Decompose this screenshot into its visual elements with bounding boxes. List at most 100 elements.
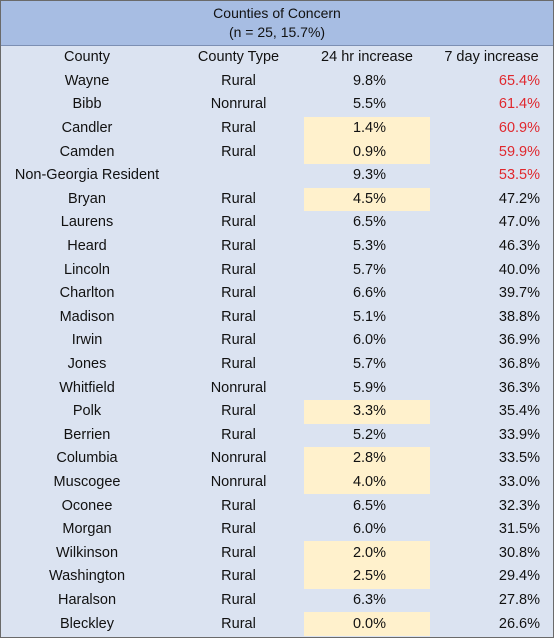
week-increase-cell: 36.3% xyxy=(498,379,540,396)
county-type-cell: Rural xyxy=(221,120,256,137)
county-type-cell: Nonrural xyxy=(210,96,267,113)
county-cell: Berrien xyxy=(63,426,111,443)
county-type-cell: Rural xyxy=(221,591,256,608)
day-increase-cell: 6.5% xyxy=(352,214,386,231)
title-band: Counties of Concern (n = 25, 15.7%) xyxy=(1,1,553,46)
county-cell: Haralson xyxy=(57,591,117,608)
county-cell: Bleckley xyxy=(60,615,114,632)
county-type-cell: Rural xyxy=(221,615,256,632)
table-row: Lincoln Rural 5.7% 40.0% xyxy=(1,258,553,282)
table-row: Polk Rural 3.3% 35.4% xyxy=(1,399,553,424)
table-row: Madison Rural 5.1% 38.8% xyxy=(1,306,553,330)
day-increase-cell: 6.0% xyxy=(352,521,386,538)
header-county: County xyxy=(64,49,110,66)
header-county-type: County Type xyxy=(197,49,280,66)
table-row: Washington Rural 2.5% 29.4% xyxy=(1,565,553,589)
week-increase-cell: 59.9% xyxy=(498,143,540,160)
county-cell: Morgan xyxy=(62,521,112,538)
table-row: Bibb Nonrural 5.5% 61.4% xyxy=(1,93,553,117)
day-increase-cell: 6.6% xyxy=(352,285,386,302)
table-row: Laurens Rural 6.5% 47.0% xyxy=(1,211,553,235)
week-increase-cell: 35.4% xyxy=(498,403,540,420)
day-increase-cell: 5.5% xyxy=(352,96,386,113)
day-increase-cell: 5.1% xyxy=(352,308,386,325)
county-type-cell: Nonrural xyxy=(210,450,267,467)
table-row: Oconee Rural 6.5% 32.3% xyxy=(1,494,553,518)
table-row: Camden Rural 0.9% 59.9% xyxy=(1,140,553,164)
week-increase-cell: 33.0% xyxy=(498,473,540,490)
county-cell: Polk xyxy=(72,403,102,420)
table-row: Muscogee Nonrural 4.0% 33.0% xyxy=(1,470,553,495)
county-cell: Columbia xyxy=(56,450,118,467)
county-type-cell: Rural xyxy=(221,568,256,585)
week-increase-cell: 47.2% xyxy=(498,190,540,207)
county-type-cell: Nonrural xyxy=(210,473,267,490)
table-row: Haralson Rural 6.3% 27.8% xyxy=(1,589,553,613)
day-increase-cell: 3.3% xyxy=(304,399,430,424)
header-7day-increase: 7 day increase xyxy=(444,49,539,66)
week-increase-cell: 32.3% xyxy=(498,497,540,514)
header-24hr-increase: 24 hr increase xyxy=(321,49,413,66)
week-increase-cell: 36.8% xyxy=(498,356,540,373)
table-row: Wayne Rural 9.8% 65.4% xyxy=(1,70,553,94)
county-cell: Madison xyxy=(59,308,115,325)
day-increase-cell: 9.3% xyxy=(352,167,386,184)
county-type-cell: Rural xyxy=(221,238,256,255)
counties-table: County County Type 24 hr increase 7 day … xyxy=(1,46,553,636)
county-type-cell: Rural xyxy=(221,356,256,373)
table-row: Morgan Rural 6.0% 31.5% xyxy=(1,518,553,542)
header-row: County County Type 24 hr increase 7 day … xyxy=(1,46,553,70)
county-cell: Irwin xyxy=(71,332,103,349)
county-cell: Charlton xyxy=(59,285,115,302)
county-type-cell: Rural xyxy=(221,190,256,207)
county-cell: Whitfield xyxy=(59,379,115,396)
week-increase-cell: 36.9% xyxy=(498,332,540,349)
week-increase-cell: 39.7% xyxy=(498,285,540,302)
table-subtitle: (n = 25, 15.7%) xyxy=(228,24,326,40)
county-type-cell xyxy=(173,164,304,188)
day-increase-cell: 0.0% xyxy=(304,612,430,636)
county-cell: Laurens xyxy=(60,214,114,231)
county-cell: Candler xyxy=(61,120,113,137)
week-increase-cell: 31.5% xyxy=(498,521,540,538)
day-increase-cell: 4.0% xyxy=(304,470,430,495)
week-increase-cell: 47.0% xyxy=(498,214,540,231)
day-increase-cell: 5.7% xyxy=(352,356,386,373)
county-type-cell: Rural xyxy=(221,261,256,278)
week-increase-cell: 61.4% xyxy=(498,96,540,113)
county-cell: Bibb xyxy=(72,96,102,113)
county-cell: Non-Georgia Resident xyxy=(14,167,160,184)
table-row: Jones Rural 5.7% 36.8% xyxy=(1,353,553,377)
week-increase-cell: 27.8% xyxy=(498,591,540,608)
county-type-cell: Nonrural xyxy=(210,379,267,396)
county-type-cell: Rural xyxy=(221,285,256,302)
county-type-cell: Rural xyxy=(221,521,256,538)
day-increase-cell: 2.8% xyxy=(304,447,430,471)
county-type-cell: Rural xyxy=(221,308,256,325)
table-row: Bryan Rural 4.5% 47.2% xyxy=(1,187,553,212)
week-increase-cell: 26.6% xyxy=(498,615,540,632)
county-cell: Jones xyxy=(67,356,107,373)
week-increase-cell: 46.3% xyxy=(498,238,540,255)
table-row: Bleckley Rural 0.0% 26.6% xyxy=(1,612,553,636)
day-increase-cell: 6.5% xyxy=(352,497,386,514)
week-increase-cell: 30.8% xyxy=(498,544,540,561)
day-increase-cell: 0.9% xyxy=(304,140,430,164)
table-row: Berrien Rural 5.2% 33.9% xyxy=(1,424,553,448)
day-increase-cell: 9.8% xyxy=(352,72,386,89)
day-increase-cell: 6.0% xyxy=(352,332,386,349)
county-cell: Bryan xyxy=(68,190,106,207)
table-row: Non-Georgia Resident 9.3% 53.5% xyxy=(1,164,553,188)
table-title: Counties of Concern xyxy=(213,5,341,21)
county-cell: Heard xyxy=(67,238,107,255)
table-row: Irwin Rural 6.0% 36.9% xyxy=(1,329,553,353)
week-increase-cell: 60.9% xyxy=(498,120,540,137)
county-type-cell: Rural xyxy=(221,72,256,89)
county-type-cell: Rural xyxy=(221,426,256,443)
table-row: Charlton Rural 6.6% 39.7% xyxy=(1,282,553,306)
county-cell: Oconee xyxy=(61,497,113,514)
day-increase-cell: 5.3% xyxy=(352,238,386,255)
county-cell: Wilkinson xyxy=(55,544,119,561)
county-cell: Washington xyxy=(48,568,126,585)
